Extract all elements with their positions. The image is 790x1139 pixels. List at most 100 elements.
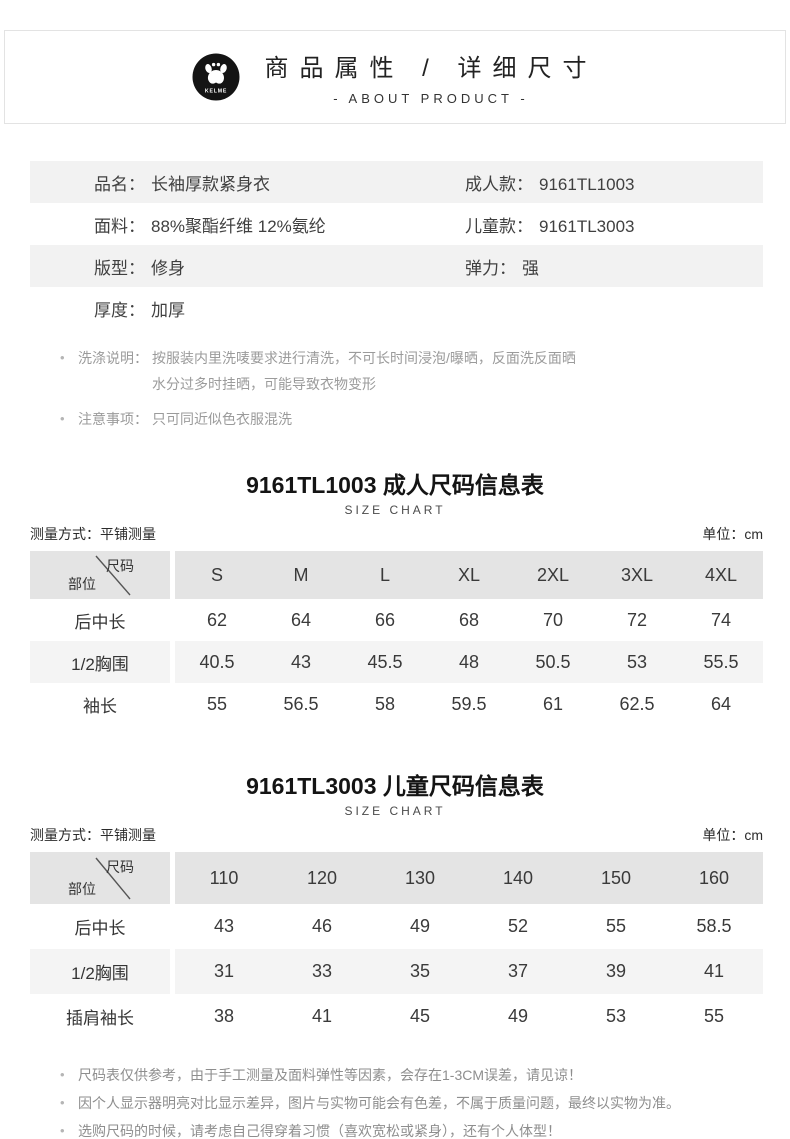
info-row: 面料： 88%聚酯纤维 12%氨纶 儿童款： 9161TL3003	[30, 203, 763, 245]
disclaimer-notes: • 尺码表仅供参考，由于手工测量及面料弹性等因素，会存在1-3CM误差，请见谅！…	[60, 1061, 790, 1139]
bullet-icon: •	[60, 1095, 65, 1110]
cell: 64	[710, 693, 732, 714]
info-label: 品名：	[94, 174, 145, 194]
info-value: 长袖厚款紧身衣	[151, 174, 270, 194]
info-cell: 版型： 修身	[30, 254, 465, 279]
care-note-wash: • 洗涤说明： 按服装内里洗唛要求进行清洗，不可长时间浸泡/曝晒，反面洗反面晒 …	[60, 345, 790, 397]
info-value: 88%聚酯纤维 12%氨纶	[151, 216, 326, 236]
info-cell: 厚度： 加厚	[30, 296, 465, 321]
info-label: 厚度：	[94, 300, 145, 320]
disclaimer-line: • 因个人显示器明亮对比显示差异，图片与实物可能会有色差，不属于质量问题，最终以…	[60, 1089, 790, 1117]
col-header: 110	[175, 852, 273, 904]
row-label: 后中长	[74, 919, 126, 938]
cell: 53	[595, 641, 679, 683]
col-header: 120	[273, 852, 371, 904]
disclaimer-text: 选购尺码的时候，请考虑自己得穿着习惯（喜欢宽松或紧身），还有个人体型！	[78, 1123, 561, 1139]
cell: 45	[409, 1006, 431, 1026]
row-cells: 31 33 35 37 39 41	[175, 949, 763, 994]
info-row: 厚度： 加厚	[30, 287, 763, 329]
cell: 50.5	[511, 641, 595, 683]
note-line: 水分过多时挂晒，可能导致衣物变形	[152, 376, 376, 392]
bullet-icon: •	[60, 1123, 65, 1138]
table-row: 插肩袖长 38 41 45 49 53 55	[30, 994, 763, 1039]
info-cell: 面料： 88%聚酯纤维 12%氨纶	[30, 212, 465, 237]
corner-size-label: 尺码	[106, 859, 134, 875]
corner-part-label: 部位	[68, 576, 96, 592]
col-header: 140	[469, 852, 567, 904]
row-cells: 43 46 49 52 55 58.5	[175, 904, 763, 949]
cell: 43	[259, 641, 343, 683]
cell: 40.5	[175, 641, 259, 683]
product-info-table: 品名： 长袖厚款紧身衣 成人款： 9161TL1003 面料： 88%聚酯纤维 12%…	[30, 161, 763, 329]
info-value: 强	[522, 258, 539, 278]
row-label: 1/2胸围	[30, 641, 170, 683]
kids-chart-title: 9161TL3003 儿童尺码信息表	[246, 773, 544, 799]
info-label: 成人款：	[465, 174, 533, 194]
cell: 35	[371, 949, 469, 994]
col-header: 150	[567, 852, 665, 904]
kids-size-table: 尺码 部位 110 120 130 140 150 160 后中长 43 46 …	[30, 852, 763, 1039]
cell: 48	[427, 641, 511, 683]
row-label: 袖长	[83, 696, 117, 716]
cell: 53	[605, 1006, 627, 1026]
col-header: L	[343, 551, 427, 599]
kelme-paw-logo-icon: KELME	[192, 53, 240, 101]
disclaimer-text: 尺码表仅供参考，由于手工测量及面料弹性等因素，会存在1-3CM误差，请见谅！	[78, 1067, 583, 1083]
care-notes: • 洗涤说明： 按服装内里洗唛要求进行清洗，不可长时间浸泡/曝晒，反面洗反面晒 …	[60, 345, 790, 432]
corner-size-label: 尺码	[106, 558, 134, 574]
adult-chart-subtitle: SIZE CHART	[344, 503, 446, 517]
col-header: 2XL	[511, 551, 595, 599]
disclaimer-text: 因个人显示器明亮对比显示差异，图片与实物可能会有色差，不属于质量问题，最终以实物…	[78, 1095, 680, 1111]
note-label: 洗涤说明：	[78, 350, 148, 366]
care-note-caution: • 注意事项： 只可同近似色衣服混洗	[60, 406, 790, 432]
bullet-icon: •	[60, 411, 65, 426]
note-line: 按服装内里洗唛要求进行清洗，不可长时间浸泡/曝晒，反面洗反面晒	[152, 350, 576, 366]
corner-cell: 尺码 部位	[30, 551, 170, 599]
table-row: 后中长 62 64 66 68 70 72 74	[30, 599, 763, 641]
diagonal-divider-icon	[95, 555, 131, 596]
cell: 41	[311, 1006, 333, 1026]
cell: 58	[374, 693, 396, 714]
info-value: 9161TL1003	[539, 174, 635, 194]
page-subtitle: - ABOUT PRODUCT -	[333, 91, 529, 106]
cell: 45.5	[343, 641, 427, 683]
cell: 56.5	[283, 693, 319, 714]
adult-chart-meta: 测量方式：平铺测量 单位：cm	[30, 524, 763, 544]
info-label: 儿童款：	[465, 216, 533, 236]
unit-note: 单位：cm	[702, 827, 763, 843]
measure-method-note: 测量方式：平铺测量	[30, 526, 156, 542]
bullet-icon: •	[60, 1067, 65, 1082]
cell: 62	[206, 609, 228, 630]
row-label: 后中长	[74, 612, 126, 632]
cell: 49	[507, 1006, 529, 1026]
cell: 38	[213, 1006, 235, 1026]
note-text: 按服装内里洗唛要求进行清洗，不可长时间浸泡/曝晒，反面洗反面晒 水分过多时挂晒，…	[152, 345, 576, 397]
note-text: 只可同近似色衣服混洗	[152, 406, 292, 432]
diagonal-divider-icon	[95, 857, 131, 900]
cell: 72	[626, 609, 648, 630]
row-cells: 40.5 43 45.5 48 50.5 53 55.5	[175, 641, 763, 683]
header-cells: S M L XL 2XL 3XL 4XL	[175, 551, 763, 599]
row-cells: 38 41 45 49 53 55	[175, 994, 763, 1039]
note-line: 只可同近似色衣服混洗	[152, 411, 292, 427]
info-label: 面料：	[94, 216, 145, 236]
cell: 74	[710, 609, 732, 630]
info-label: 弹力：	[465, 258, 516, 278]
corner-cell: 尺码 部位	[30, 852, 170, 904]
table-row: 后中长 43 46 49 52 55 58.5	[30, 904, 763, 949]
page-title: 商品属性 / 详细尺寸	[264, 55, 598, 82]
unit-note: 单位：cm	[702, 526, 763, 542]
adult-size-chart-section: 9161TL1003 成人尺码信息表 SIZE CHART 测量方式：平铺测量 …	[0, 466, 790, 725]
cell: 46	[311, 916, 333, 936]
info-cell: 儿童款： 9161TL3003	[465, 212, 763, 237]
cell: 70	[542, 609, 564, 630]
cell: 58.5	[696, 916, 732, 936]
table-row: 1/2胸围 31 33 35 37 39 41	[30, 949, 763, 994]
cell: 55	[605, 916, 627, 936]
cell: 41	[665, 949, 763, 994]
cell: 52	[507, 916, 529, 936]
cell: 64	[290, 609, 312, 630]
adult-chart-title: 9161TL1003 成人尺码信息表	[246, 472, 544, 498]
kids-chart-meta: 测量方式：平铺测量 单位：cm	[30, 825, 763, 845]
col-header: 3XL	[595, 551, 679, 599]
